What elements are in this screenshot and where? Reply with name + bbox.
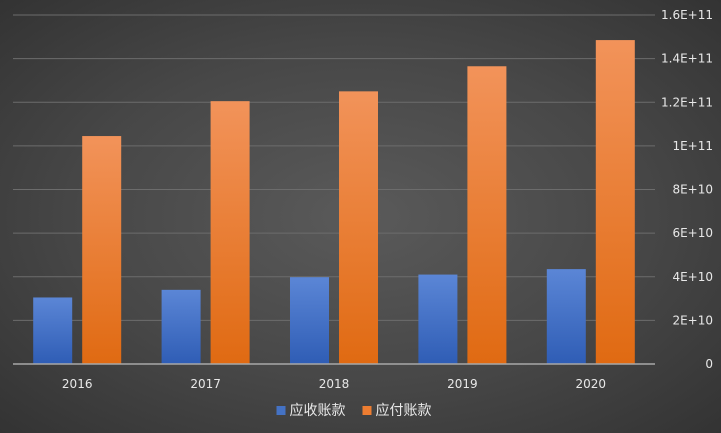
bar-receivable-2016 [33,297,73,364]
legend-label: 应收账款 [290,402,346,419]
legend-label: 应付账款 [376,402,432,419]
x-tick-label: 2016 [62,377,93,391]
y-tick-label: 4E+10 [672,270,713,284]
y-tick-label: 2E+10 [672,313,713,327]
bar-payable-2019 [467,66,507,365]
bar-payable-2018 [339,91,378,364]
bar-payable-2017 [210,101,250,365]
x-tick-label: 2020 [576,377,607,391]
y-tick-label: 1.4E+11 [661,52,713,66]
bar-payable-2020 [595,40,635,364]
y-tick-label: 1.2E+11 [661,95,713,109]
bars [33,40,635,365]
y-tick-label: 6E+10 [672,226,713,240]
y-tick-label: 1E+11 [672,139,713,153]
bar-receivable-2019 [418,274,458,364]
bar-receivable-2018 [290,277,329,364]
legend-swatch [362,406,372,415]
bar-receivable-2017 [161,289,201,364]
legend: 应收账款 应付账款 [276,402,432,419]
y-tick-label: 1.6E+11 [661,8,713,22]
legend-swatch [276,406,286,415]
bar-payable-2016 [82,136,122,364]
x-tick-label: 2018 [319,377,350,391]
bar-receivable-2020 [546,269,586,364]
y-tick-label: 8E+10 [672,183,713,197]
axes: 0 2E+10 4E+10 6E+10 8E+10 1E+11 1.2E+11 1.4E+11… [13,8,713,391]
y-tick-label: 0 [705,357,713,371]
x-tick-label: 2017 [190,377,221,391]
x-tick-label: 2019 [447,377,478,391]
